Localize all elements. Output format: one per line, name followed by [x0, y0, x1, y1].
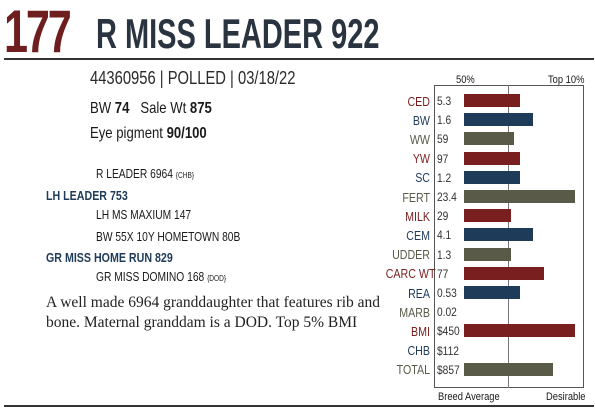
epd-bar-yw — [464, 151, 520, 165]
epd-row-yw: YW 97 — [376, 150, 449, 168]
epd-bar-ced — [464, 94, 520, 107]
description: A well made 6964 granddaughter that feat… — [46, 294, 380, 331]
pedigree-dam: GR MISS HOME RUN 829 — [46, 250, 173, 265]
epd-trait-value: 1.2 — [437, 170, 452, 185]
epd-trait-label: REA — [408, 285, 430, 301]
epd-trait-value: 1.3 — [437, 247, 452, 262]
epd-trait-label: FERT — [402, 189, 430, 205]
epd-row-ced: CED 5.3 — [376, 92, 451, 110]
epd-trait-value: $112 — [437, 343, 459, 358]
epd-row-cem: CEM 4.1 — [376, 226, 451, 244]
epd-row-ww: WW 59 — [376, 130, 448, 148]
epd-trait-label: WW — [409, 131, 430, 147]
epd-trait-value: 0.53 — [437, 286, 457, 300]
epd-trait-label: SC — [415, 170, 430, 186]
header-divider — [4, 58, 594, 60]
identification-line: 44360956 | POLLED | 03/18/22 — [90, 68, 296, 88]
epd-row-milk: MILK 29 — [376, 207, 448, 225]
epd-bar-udder — [464, 247, 511, 261]
eye-value: 90/100 — [166, 125, 207, 142]
epd-row-chb: CHB $112 — [376, 342, 458, 360]
epd-row-rea: REA 0.53 — [376, 284, 457, 302]
sale-wt-label: Sale Wt — [140, 100, 187, 117]
epd-trait-value: 23.4 — [437, 190, 457, 204]
birth-weight-line: BW 74 Sale Wt 875 — [90, 100, 212, 118]
epd-trait-label: CEM — [406, 227, 430, 243]
pedigree-dam-dam: GR MISS DOMINO 168 {DOD} — [96, 270, 227, 284]
epd-trait-value: 4.1 — [437, 228, 452, 243]
eye-label: Eye pigment — [90, 125, 163, 142]
footer-divider — [4, 405, 594, 407]
epd-row-fert: FERT 23.4 — [376, 188, 457, 206]
animal-name: R MISS LEADER 922 — [96, 10, 380, 57]
pedigree-tag: {DOD} — [207, 274, 227, 283]
epd-bar-cem — [464, 228, 533, 242]
epd-trait-label: BMI — [411, 323, 430, 339]
epd-row-bw: BW 1.6 — [376, 111, 451, 129]
epd-trait-label: TOTAL — [396, 362, 430, 378]
epd-bar-bmi — [464, 324, 575, 338]
epd-trait-label: BW — [412, 112, 430, 128]
epd-bar-bw — [464, 113, 533, 127]
epd-trait-value: 77 — [437, 266, 449, 281]
epd-bar-carc-wt — [464, 266, 544, 280]
pedigree-tag: {CHB} — [175, 171, 195, 180]
chart-header-top10: Top 10% — [548, 74, 585, 86]
epd-trait-value: $450 — [437, 324, 460, 339]
sale-wt-value: 875 — [189, 100, 212, 117]
chart-footer-breed-average: Breed Average — [438, 391, 500, 403]
bw-value: 74 — [114, 100, 130, 117]
epd-row-sc: SC 1.2 — [376, 169, 451, 187]
pedigree-sire-sire: R LEADER 6964 {CHB} — [96, 167, 195, 181]
epd-trait-value: 97 — [437, 151, 449, 166]
epd-bar-total — [464, 362, 553, 376]
epd-chart-frame — [434, 85, 584, 388]
epd-row-bmi: BMI $450 — [376, 322, 460, 340]
chart-header-50: 50% — [456, 74, 475, 86]
epd-trait-label: MILK — [405, 208, 430, 224]
epd-trait-value: 59 — [437, 132, 449, 147]
epd-trait-label: CED — [407, 93, 430, 109]
epd-trait-label: CHB — [407, 343, 430, 359]
epd-trait-value: 29 — [437, 209, 449, 224]
epd-row-total: TOTAL $857 — [376, 361, 460, 379]
epd-bar-fert — [464, 190, 575, 203]
epd-trait-label: CARC WT — [385, 266, 436, 282]
epd-trait-value: 1.6 — [437, 113, 452, 128]
epd-trait-value: 0.02 — [437, 305, 457, 320]
epd-trait-label: MARB — [399, 304, 430, 320]
pedigree-dam-sire: BW 55X 10Y HOMETOWN 80B — [96, 230, 241, 244]
epd-trait-label: YW — [412, 151, 430, 167]
epd-bar-rea — [464, 286, 520, 299]
bw-label: BW — [90, 100, 112, 117]
epd-row-marb: MARB 0.02 — [376, 303, 457, 321]
pedigree-sire-dam: LH MS MAXIUM 147 — [96, 208, 192, 222]
epd-trait-value: $857 — [437, 362, 460, 377]
epd-bar-ww — [464, 132, 514, 146]
epd-trait-label: UDDER — [392, 247, 430, 263]
epd-trait-value: 5.3 — [437, 94, 452, 108]
chart-footer-desirable: Desirable — [546, 391, 586, 403]
epd-row-carc-wt: CARC WT 77 — [376, 265, 449, 283]
epd-bar-sc — [464, 170, 520, 184]
eye-pigment-line: Eye pigment 90/100 — [90, 125, 207, 143]
lot-number: 177 — [4, 0, 72, 65]
epd-row-udder: UDDER 1.3 — [376, 246, 451, 264]
epd-bar-milk — [464, 209, 511, 223]
pedigree-sire: LH LEADER 753 — [46, 188, 128, 203]
